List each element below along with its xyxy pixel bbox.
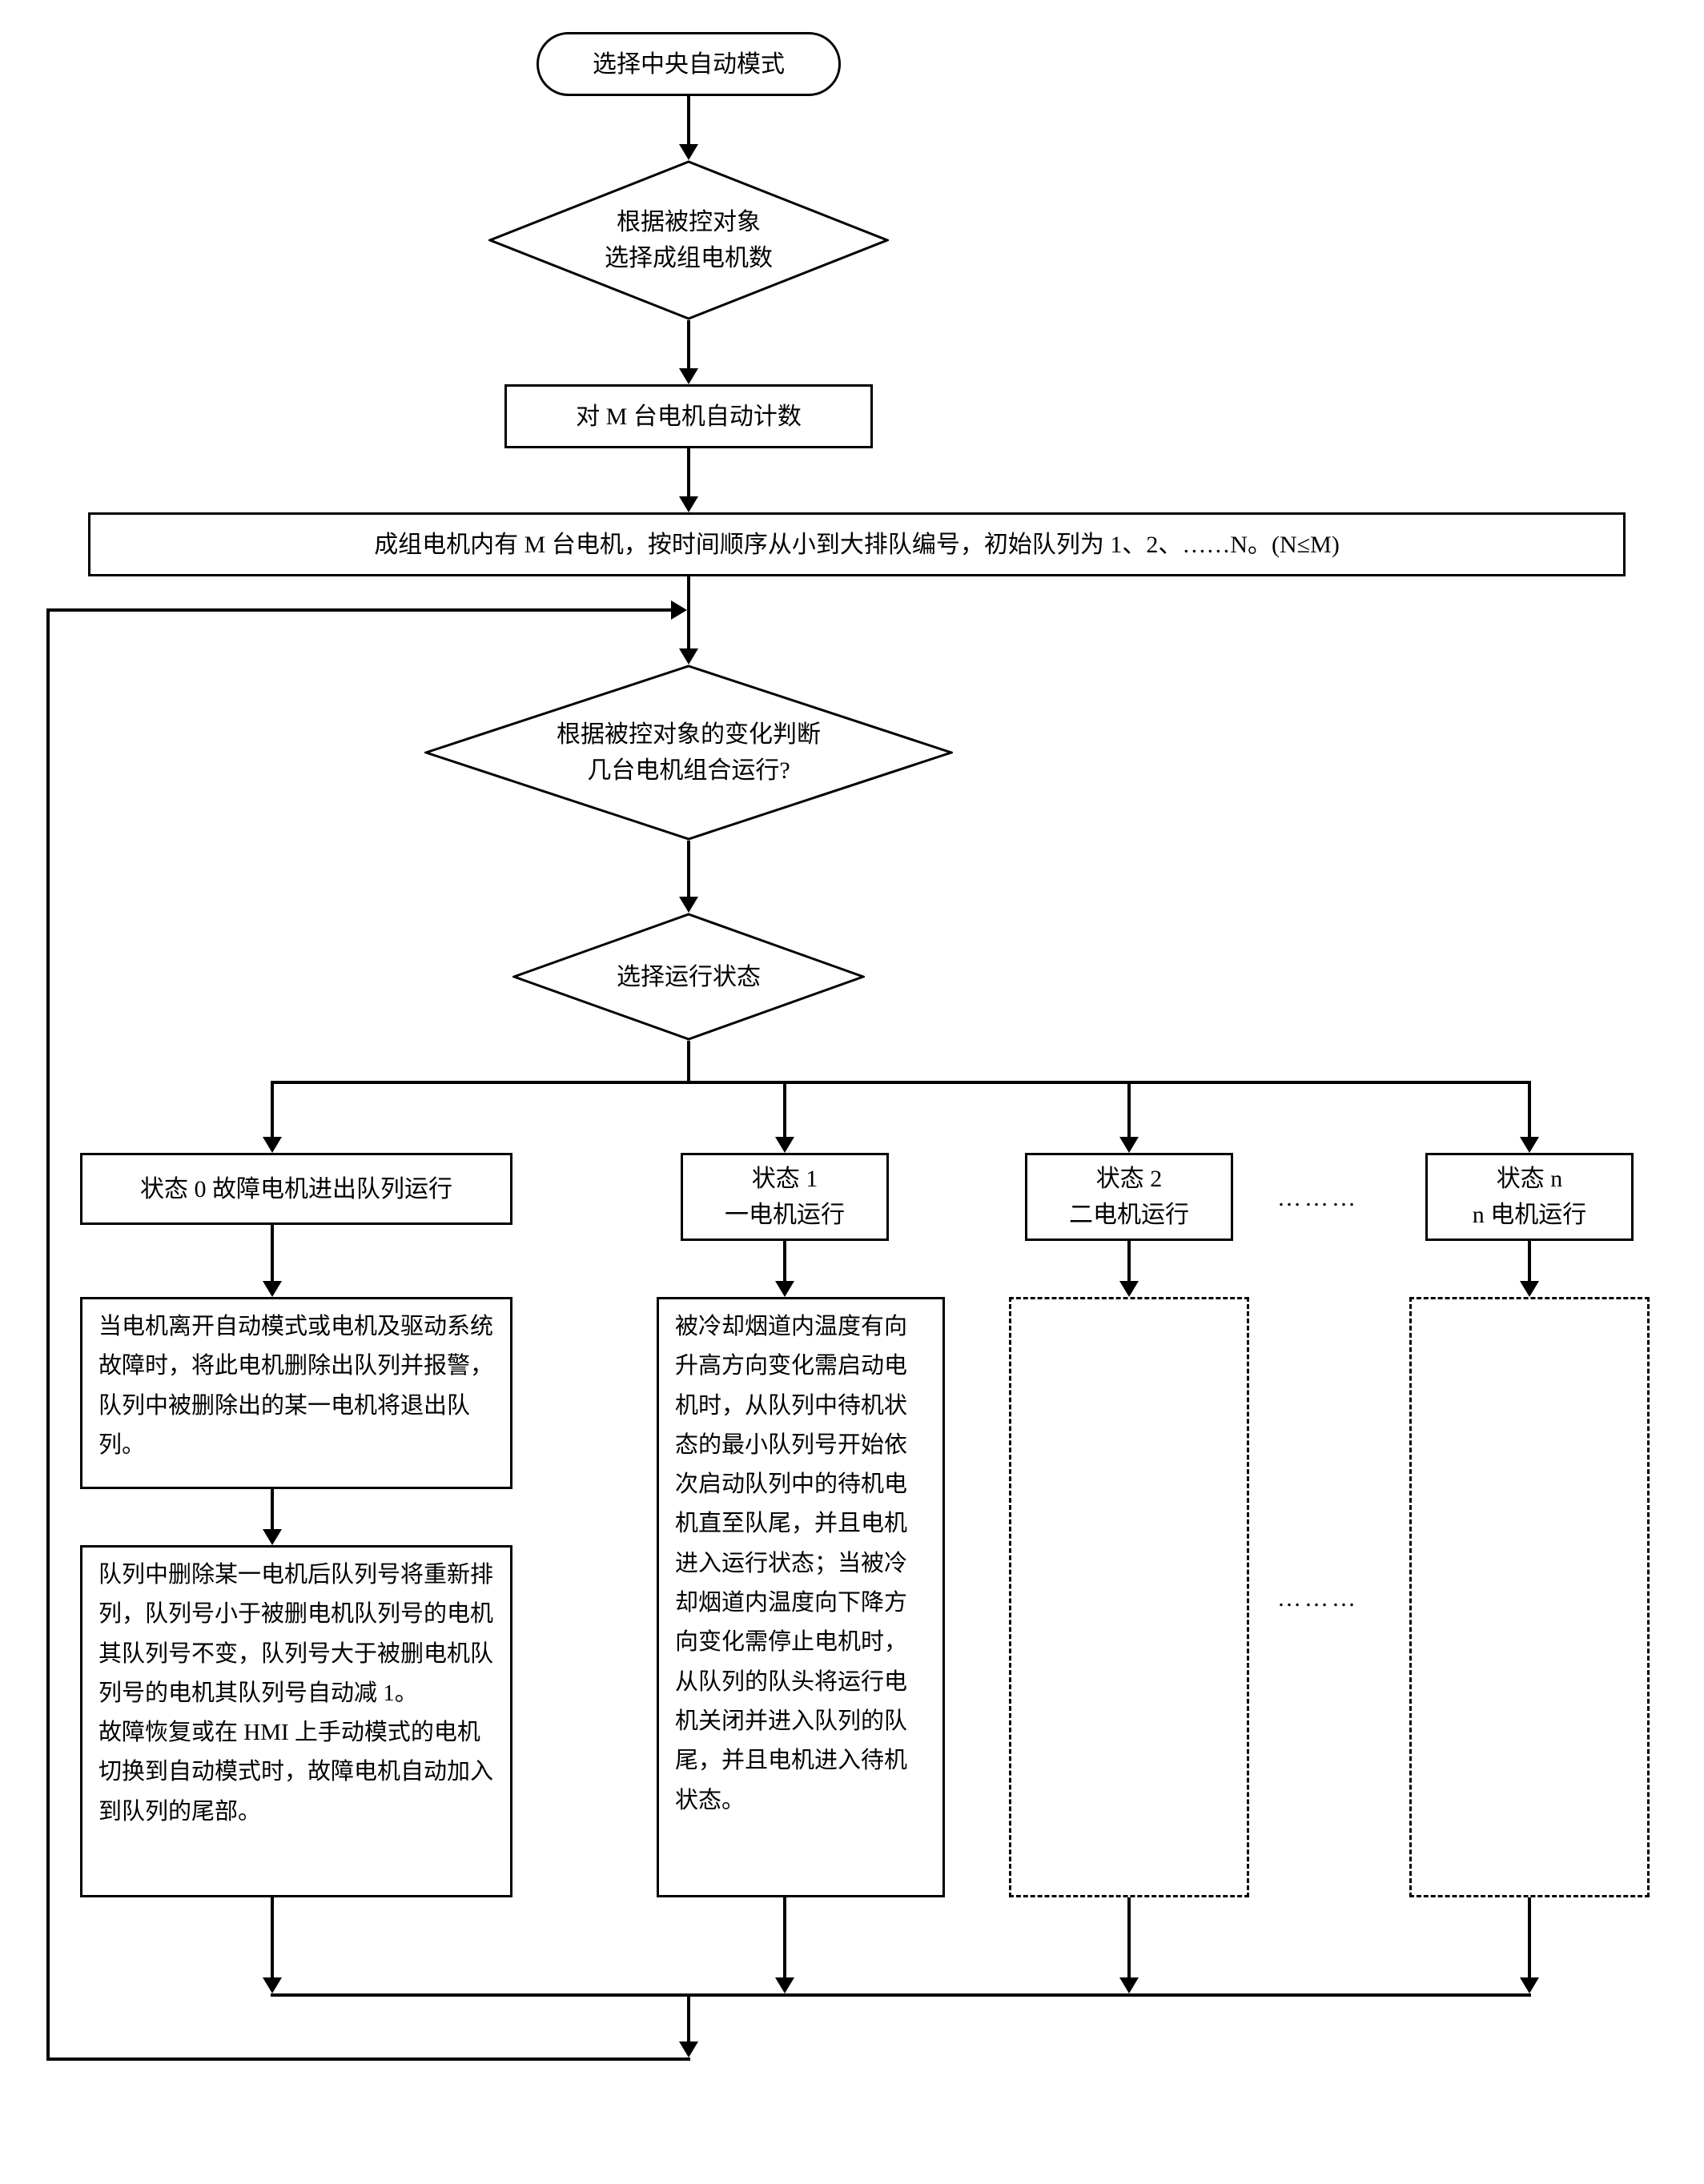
arrow-head [679, 648, 698, 664]
arrow [687, 576, 690, 648]
arrow [687, 96, 690, 144]
decision-select-group: 根据被控对象 选择成组电机数 [488, 160, 889, 320]
arrow [687, 320, 690, 368]
process-staten-desc [1409, 1297, 1650, 1897]
arrow-head [263, 1977, 282, 1993]
process-state1-title: 状态 1 一电机运行 [681, 1153, 889, 1241]
process-state2-title: 状态 2 二电机运行 [1025, 1153, 1233, 1241]
process-queue-init-label: 成组电机内有 M 台电机，按时间顺序从小到大排队编号，初始队列为 1、2、……N… [374, 527, 1340, 563]
arrow [687, 448, 690, 496]
connector [1127, 1081, 1131, 1137]
arrow [271, 1225, 274, 1281]
connector [687, 1993, 690, 2041]
process-state1-title-line1: 状态 1 [725, 1161, 845, 1197]
arrow-head [1119, 1281, 1139, 1297]
arrow-head [671, 600, 687, 620]
process-state1-desc: 被冷却烟道内温度有向升高方向变化需启动电机时，从队列中待机状态的最小队列号开始依… [657, 1297, 945, 1897]
terminator-start: 选择中央自动模式 [537, 32, 841, 96]
process-staten-title: 状态 n n 电机运行 [1425, 1153, 1634, 1241]
process-state0-desc1: 当电机离开自动模式或电机及驱动系统故障时，将此电机删除出队列并报警，队列中被删除… [80, 1297, 512, 1489]
arrow-head [263, 1281, 282, 1297]
arrow-head [775, 1977, 794, 1993]
process-state0-title-label: 状态 0 故障电机进出队列运行 [140, 1171, 452, 1207]
process-state2-title-line1: 状态 2 [1069, 1161, 1189, 1197]
process-queue-init: 成组电机内有 M 台电机，按时间顺序从小到大排队编号，初始队列为 1、2、……N… [88, 512, 1626, 576]
decision-select-state: 选择运行状态 [512, 913, 865, 1041]
arrow [1528, 1241, 1531, 1281]
connector [1528, 1081, 1531, 1137]
connector [783, 1081, 786, 1137]
ellipsis-titles: ……… [1277, 1185, 1359, 1212]
arrow [783, 1241, 786, 1281]
arrow [687, 841, 690, 897]
connector [271, 1993, 1531, 1997]
connector [271, 1081, 274, 1137]
arrow-head [775, 1137, 794, 1153]
process-state0-desc2-label: 队列中删除某一电机后队列号将重新排列，队列号小于被删电机队列号的电机其队列号不变… [98, 1556, 494, 1832]
arrow-head [1119, 1977, 1139, 1993]
arrow [271, 1897, 274, 1977]
decision-select-group-line1: 根据被控对象 [605, 204, 773, 240]
process-state1-title-line2: 一电机运行 [725, 1197, 845, 1233]
connector [687, 1041, 690, 1081]
flowchart-container: 选择中央自动模式 根据被控对象 选择成组电机数 对 M 台电机自动计数 成组电机… [32, 32, 1672, 2152]
connector [46, 608, 671, 612]
arrow-head [263, 1137, 282, 1153]
arrow-head [679, 897, 698, 913]
arrow [1127, 1241, 1131, 1281]
process-staten-title-line1: 状态 n [1473, 1161, 1587, 1197]
arrow-head [1520, 1137, 1539, 1153]
connector [46, 2058, 690, 2061]
arrow [1528, 1897, 1531, 1977]
terminator-start-label: 选择中央自动模式 [593, 46, 785, 82]
process-state2-title-line2: 二电机运行 [1069, 1197, 1189, 1233]
decision-judge-count: 根据被控对象的变化判断 几台电机组合运行? [424, 664, 953, 841]
process-count-m: 对 M 台电机自动计数 [504, 384, 873, 448]
process-staten-title-line2: n 电机运行 [1473, 1197, 1587, 1233]
process-state0-title: 状态 0 故障电机进出队列运行 [80, 1153, 512, 1225]
process-state1-desc-label: 被冷却烟道内温度有向升高方向变化需启动电机时，从队列中待机状态的最小队列号开始依… [675, 1307, 926, 1821]
decision-select-group-line2: 选择成组电机数 [605, 240, 773, 276]
process-state0-desc1-label: 当电机离开自动模式或电机及驱动系统故障时，将此电机删除出队列并报警，队列中被删除… [98, 1307, 494, 1465]
arrow [271, 1489, 274, 1529]
arrow-head [679, 496, 698, 512]
decision-select-state-label: 选择运行状态 [617, 959, 761, 995]
arrow-head [679, 144, 698, 160]
connector [271, 1081, 1529, 1084]
process-state0-desc2: 队列中删除某一电机后队列号将重新排列，队列号小于被删电机队列号的电机其队列号不变… [80, 1545, 512, 1897]
connector [46, 608, 50, 2061]
process-count-m-label: 对 M 台电机自动计数 [576, 399, 802, 435]
arrow-head [679, 2041, 698, 2058]
arrow-head [1119, 1137, 1139, 1153]
arrow-head [679, 368, 698, 384]
decision-judge-count-line2: 几台电机组合运行? [557, 753, 821, 789]
arrow-head [1520, 1281, 1539, 1297]
process-state2-desc [1009, 1297, 1249, 1897]
arrow-head [263, 1529, 282, 1545]
decision-judge-count-line1: 根据被控对象的变化判断 [557, 717, 821, 753]
ellipsis-descs: ……… [1277, 1585, 1359, 1612]
arrow-head [775, 1281, 794, 1297]
arrow-head [1520, 1977, 1539, 1993]
arrow [783, 1897, 786, 1977]
arrow [1127, 1897, 1131, 1977]
